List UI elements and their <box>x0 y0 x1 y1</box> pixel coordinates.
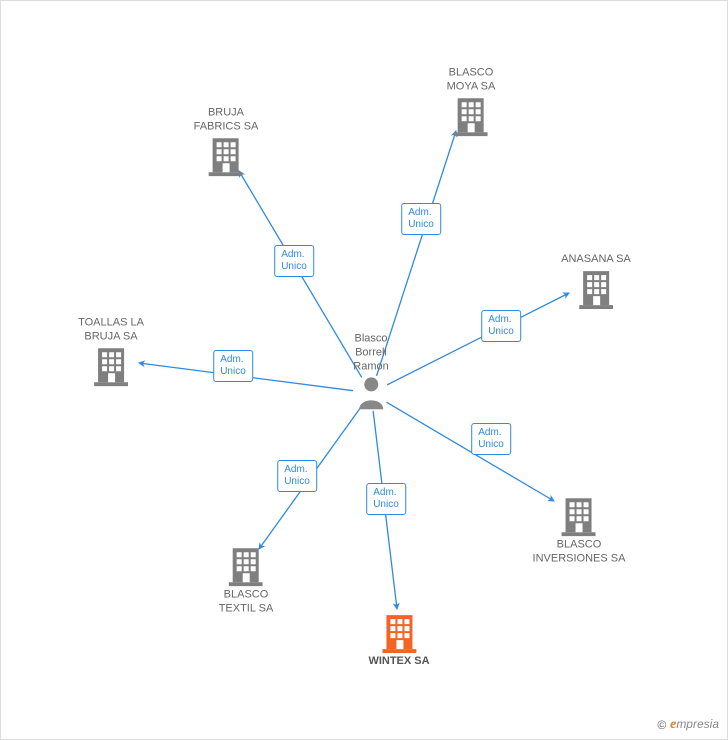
building-icon <box>209 136 243 176</box>
copyright-symbol: © <box>657 718 666 732</box>
company-node-blasco_textil: BLASCO TEXTIL SA <box>219 546 274 616</box>
company-node-label: BLASCO MOYA SA <box>447 66 496 94</box>
edge-label: Adm. Unico <box>401 203 441 235</box>
person-node-center: Blasco Borrell Ramon <box>353 332 388 409</box>
company-node-label: TOALLAS LA BRUJA SA <box>78 316 144 344</box>
edge-label: Adm. Unico <box>471 423 511 455</box>
brand-name: empresia <box>670 717 719 733</box>
edge-line <box>387 293 569 385</box>
company-node-toallas: TOALLAS LA BRUJA SA <box>78 316 144 386</box>
building-icon <box>94 346 128 386</box>
company-node-label: ANASANA SA <box>561 253 631 267</box>
edge-label: Adm. Unico <box>366 483 406 515</box>
person-icon <box>356 376 386 410</box>
company-node-wintex: WINTEX SA <box>368 613 429 669</box>
center-node-label: Blasco Borrell Ramon <box>353 332 388 373</box>
edge-label: Adm. Unico <box>274 245 314 277</box>
company-node-blasco_inversiones: BLASCO INVERSIONES SA <box>533 496 626 566</box>
edge-label: Adm. Unico <box>277 460 317 492</box>
company-node-bruja_fabrics: BRUJA FABRICS SA <box>194 106 259 176</box>
company-node-blasco_moya: BLASCO MOYA SA <box>447 66 496 136</box>
diagram-canvas: Blasco Borrell Ramon BLASCO MOYA SA BRUJ… <box>0 0 728 740</box>
edge-label: Adm. Unico <box>213 350 253 382</box>
edge-label: Adm. Unico <box>481 310 521 342</box>
company-node-label: BLASCO INVERSIONES SA <box>533 538 626 566</box>
company-node-label: BRUJA FABRICS SA <box>194 106 259 134</box>
building-icon <box>454 96 488 136</box>
building-icon <box>382 613 416 653</box>
building-icon <box>229 546 263 586</box>
company-node-anasana: ANASANA SA <box>561 253 631 309</box>
building-icon <box>562 496 596 536</box>
building-icon <box>579 269 613 309</box>
copyright: © empresia <box>657 717 719 733</box>
company-node-label: WINTEX SA <box>368 655 429 669</box>
company-node-label: BLASCO TEXTIL SA <box>219 588 274 616</box>
